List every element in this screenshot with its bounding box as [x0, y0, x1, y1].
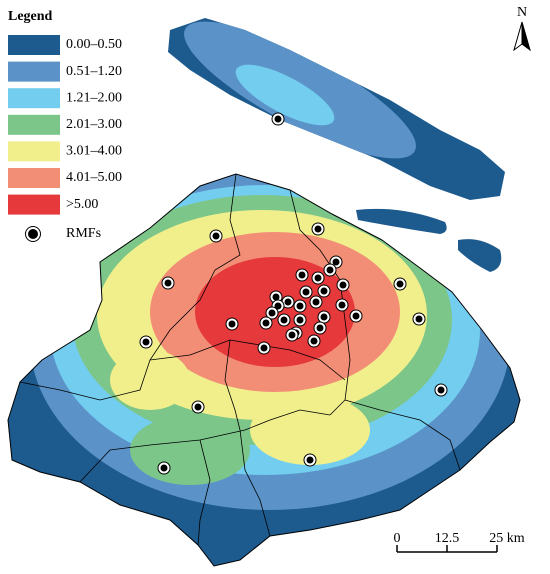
rmf-point-core: [142, 338, 150, 346]
rmf-point-core: [274, 115, 282, 123]
zone: [235, 64, 335, 126]
rmf-point-core: [302, 288, 310, 296]
legend-label: 1.21–2.00: [66, 90, 122, 105]
rmf-point-core: [272, 293, 280, 301]
rmf-point-core: [212, 232, 220, 240]
scale-label: 12.5: [435, 531, 460, 546]
legend-title: Legend: [8, 9, 53, 24]
rmf-point-core: [316, 324, 324, 332]
rmf-point-core: [164, 279, 172, 287]
legend-marker: [26, 227, 40, 241]
rmf-point-core: [312, 298, 320, 306]
scale-label: 25 km: [489, 531, 525, 546]
main-area: [8, 174, 520, 566]
rmf-point-core: [314, 225, 322, 233]
legend-label: RMFs: [66, 226, 101, 241]
chongming-island: [168, 18, 505, 200]
rmf-point-core: [320, 313, 328, 321]
north-label: N: [517, 5, 527, 20]
rmf-point-core: [228, 320, 236, 328]
rmf-point-core: [284, 298, 292, 306]
zone: [110, 350, 190, 410]
legend-swatch: [8, 61, 60, 82]
legend-swatch: [8, 88, 60, 109]
rmf-point-core: [194, 403, 202, 411]
legend-label: 4.01–5.00: [66, 170, 122, 185]
rmf-point-core: [320, 287, 328, 295]
rmf-point-core: [160, 464, 168, 472]
legend-marker-ring: [25, 226, 41, 242]
rmf-point-core: [352, 312, 360, 320]
legend-swatch: [8, 168, 60, 188]
legend-label: 2.01–3.00: [66, 117, 122, 132]
rmf-point-core: [339, 281, 347, 289]
rmf-point-core: [306, 456, 314, 464]
scale-label: 0: [394, 531, 401, 546]
rmf-point-core: [310, 337, 318, 345]
legend-swatch: [8, 141, 60, 162]
legend-label: 0.00–0.50: [66, 37, 122, 52]
district-boundaries: [19, 173, 461, 546]
legend-label: 3.01–4.00: [66, 144, 122, 159]
rmf-point-core: [332, 258, 340, 266]
legend-swatch: [8, 35, 60, 55]
rmf-point-core: [437, 386, 445, 394]
legend-label: >5.00: [66, 197, 98, 212]
rmf-point-core: [296, 316, 304, 324]
rmf-point-core: [262, 319, 270, 327]
rmf-point-core: [288, 331, 296, 339]
scale-bar: [396, 545, 498, 553]
rmf-point-core: [260, 344, 268, 352]
rmf-points: [139, 112, 448, 475]
zone: [130, 415, 250, 485]
rmf-point-core: [326, 266, 334, 274]
legend-swatch: [8, 114, 60, 135]
rmf-point-core: [396, 280, 404, 288]
rmf-point-core: [338, 301, 346, 309]
rmf-point-core: [314, 274, 322, 282]
rmf-point-core: [415, 315, 423, 323]
rmf-point-core: [296, 302, 304, 310]
rmf-point-core: [268, 309, 276, 317]
legend: Legend 0.00–0.50 0.51–1.20 1.21–2.00 2.01–3…: [8, 9, 122, 242]
rmf-point-core: [298, 271, 306, 279]
zone: [250, 395, 370, 465]
legend-swatch: [8, 194, 60, 215]
rmf-point-core: [274, 302, 282, 310]
north-arrow: N: [513, 5, 531, 52]
legend-label: 0.51–1.20: [66, 64, 122, 79]
rmf-point-core: [280, 316, 288, 324]
island: [356, 208, 447, 234]
island: [458, 239, 502, 272]
